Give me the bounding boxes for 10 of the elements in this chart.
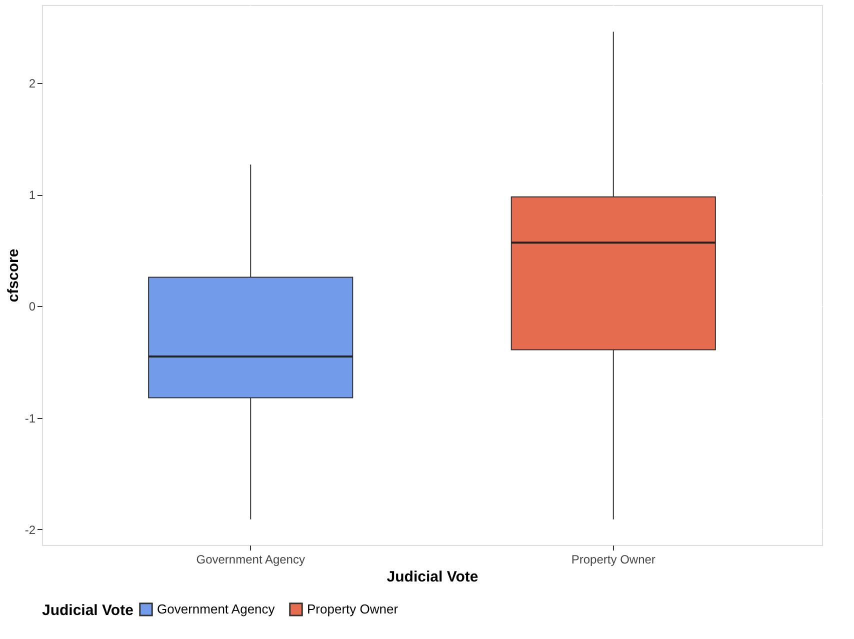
legend-label: Government Agency <box>157 601 276 616</box>
y-tick-label: 2 <box>28 76 36 91</box>
y-tick-label: 1 <box>28 188 36 202</box>
legend-title: Judicial Vote <box>42 602 134 619</box>
y-axis-title: cfscore <box>4 248 22 302</box>
y-tick-label: 0 <box>28 300 36 314</box>
x-axis-title: Judicial Vote <box>386 568 478 586</box>
legend-label: Property Owner <box>307 601 399 616</box>
y-tick-label: -2 <box>24 522 36 537</box>
y-tick-label: -1 <box>24 411 36 426</box>
